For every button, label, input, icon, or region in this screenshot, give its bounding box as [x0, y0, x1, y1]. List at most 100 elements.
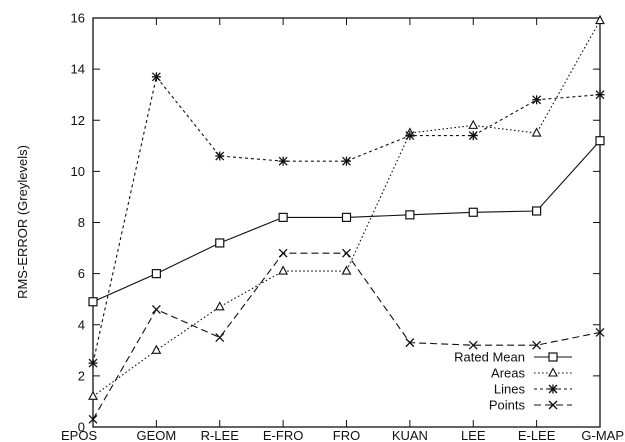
x-tick-label: R-LEE: [201, 428, 240, 442]
data-point-rated-mean: [595, 136, 605, 146]
data-point-lines: [595, 90, 605, 100]
marker-stroke: [405, 338, 415, 348]
series-layer: [88, 14, 605, 424]
marker-stroke: [88, 414, 98, 424]
marker-stroke: [548, 400, 558, 410]
marker-stroke: [215, 333, 225, 342]
data-point-areas: [341, 265, 352, 275]
y-tick-label: 4: [78, 317, 85, 332]
y-tick-label: 2: [78, 368, 85, 383]
data-point-points: [342, 248, 351, 258]
y-tick-label: 0: [78, 420, 85, 435]
data-point-areas: [595, 14, 605, 25]
data-point-areas: [151, 344, 162, 354]
data-point-lines: [215, 151, 225, 161]
y-tick-label: 16: [71, 11, 85, 26]
data-point-rated-mean: [468, 207, 478, 217]
marker-triangle-shape: [151, 344, 162, 354]
data-point-areas: [88, 390, 98, 400]
x-tick-label: G-MAP: [581, 428, 624, 442]
data-point-rated-mean: [405, 210, 415, 220]
y-axis-label: RMS-ERROR (Greylevels): [15, 145, 30, 299]
marker-square-shape: [278, 212, 288, 222]
series-rated-mean: [88, 136, 605, 307]
marker-triangle-shape: [214, 301, 225, 311]
series-lines: [88, 72, 605, 368]
marker-triangle-shape: [341, 265, 352, 275]
legend-marker-lines: [548, 384, 558, 394]
data-point-areas: [278, 265, 289, 275]
data-point-points: [468, 340, 478, 350]
legend-marker-points: [548, 400, 558, 410]
marker-triangle-shape: [468, 119, 479, 129]
data-point-points: [88, 414, 98, 424]
x-tick-label: KUAN: [392, 428, 428, 442]
y-tick-label: 12: [71, 113, 85, 128]
data-point-points: [278, 248, 288, 258]
marker-square-shape: [595, 136, 605, 146]
data-point-lines: [278, 156, 288, 166]
data-point-areas: [214, 301, 225, 311]
data-point-rated-mean: [88, 297, 98, 307]
data-point-points: [151, 304, 161, 314]
y-tick-label: 10: [71, 164, 85, 179]
marker-square-shape: [468, 207, 478, 217]
marker-stroke: [151, 304, 161, 314]
marker-square-shape: [215, 238, 225, 248]
series-areas: [88, 14, 605, 400]
y-tick-label: 14: [71, 62, 85, 77]
x-tick-label: GEOM: [137, 428, 177, 442]
marker-stroke: [278, 248, 288, 258]
data-point-points: [595, 327, 605, 337]
legend-label-lines: Lines: [494, 382, 526, 397]
data-point-rated-mean: [215, 238, 225, 248]
legend-label-areas: Areas: [491, 366, 525, 381]
x-tick-label: EPOS: [61, 428, 97, 442]
data-point-lines: [532, 95, 542, 105]
legend-marker-rated-mean: [548, 352, 558, 362]
x-tick-label: E-LEE: [518, 428, 556, 442]
marker-square-shape: [405, 210, 415, 220]
marker-stroke: [532, 340, 542, 350]
marker-square-shape: [88, 297, 98, 307]
marker-triangle-shape: [548, 367, 558, 377]
marker-triangle-shape: [278, 265, 289, 275]
marker-triangle-shape: [531, 127, 542, 137]
x-axis-ticks: EPOS GEOM R-LEE E-FRO FRO KUAN LEE E-LEE G-MAP: [61, 18, 624, 442]
y-axis-ticks: 0 2 4 6 8 10 12 14 16: [71, 11, 600, 435]
marker-triangle-shape: [595, 14, 605, 25]
data-point-points: [532, 340, 542, 350]
marker-square-shape: [341, 212, 352, 222]
x-tick-label: LEE: [461, 428, 486, 442]
marker-square-shape: [532, 206, 542, 216]
data-point-points: [405, 338, 415, 348]
data-point-points: [215, 333, 225, 342]
legend-marker-areas: [548, 367, 558, 377]
data-point-areas: [531, 127, 542, 137]
legend-label-rated-mean: Rated Mean: [454, 350, 525, 365]
data-point-rated-mean: [532, 206, 542, 216]
marker-square-shape: [548, 352, 558, 362]
marker-stroke: [595, 327, 605, 337]
data-point-rated-mean: [341, 212, 352, 222]
data-point-lines: [405, 131, 415, 141]
data-point-lines: [342, 156, 351, 166]
series-line-areas: [92, 20, 601, 397]
marker-triangle-shape: [88, 390, 98, 400]
data-point-lines: [468, 131, 478, 141]
y-tick-label: 6: [78, 266, 85, 281]
marker-square-shape: [151, 269, 161, 279]
legend-label-points: Points: [489, 398, 526, 413]
marker-stroke: [468, 340, 478, 350]
data-point-areas: [468, 119, 479, 129]
y-tick-label: 8: [78, 215, 85, 230]
data-point-lines: [88, 358, 98, 368]
marker-stroke: [342, 248, 351, 258]
data-point-rated-mean: [151, 269, 161, 279]
x-tick-label: E-FRO: [263, 428, 303, 442]
data-point-rated-mean: [278, 212, 288, 222]
series-points: [88, 248, 605, 424]
